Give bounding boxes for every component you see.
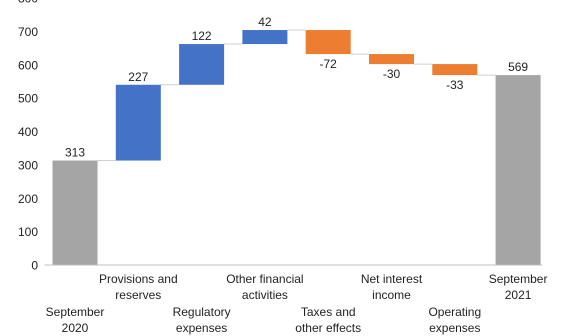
x-tick-label: Regulatory expenses	[173, 305, 231, 335]
bar-increase	[242, 30, 288, 45]
y-tick-label: 0	[31, 259, 38, 273]
y-tick-label: 300	[18, 158, 38, 172]
y-axis: 0 100 200 300 400 500 600 700 800	[18, 0, 38, 273]
x-tick-label: Net interest income	[361, 272, 423, 302]
value-labels: 313 227 122 42 -72 -30 -33 569	[65, 15, 528, 159]
y-tick-label: 800	[18, 0, 38, 6]
data-label: 569	[508, 60, 528, 74]
y-tick-label: 600	[18, 58, 38, 72]
x-tick-label: Provisions and reserves	[99, 272, 178, 302]
y-tick-label: 700	[18, 25, 38, 39]
bar-decrease	[432, 64, 478, 76]
data-label: 42	[258, 15, 272, 29]
x-tick-label: Operating expenses	[428, 305, 481, 335]
y-tick-label: 400	[18, 125, 38, 139]
y-tick-label: 200	[18, 192, 38, 206]
x-tick-label: Other financial activities	[226, 272, 303, 302]
bar-decrease	[369, 54, 414, 65]
bar-increase	[179, 44, 225, 85]
y-tick-label: 500	[18, 92, 38, 106]
bar-total	[52, 160, 98, 265]
x-tick-label: September 2020	[46, 305, 105, 335]
bar-decrease	[305, 30, 351, 55]
bar-total	[495, 75, 541, 265]
data-label: -30	[383, 67, 401, 81]
data-label: 122	[192, 29, 212, 43]
x-tick-label: Taxes and other effects	[295, 305, 361, 335]
data-label: -72	[320, 57, 338, 71]
x-tick-label: September 2021	[489, 272, 548, 302]
y-tick-label: 100	[18, 225, 38, 239]
bar-increase	[115, 84, 161, 161]
connector-lines	[97, 29, 496, 162]
data-label: 227	[128, 70, 148, 84]
data-label: -33	[446, 78, 464, 92]
bars	[52, 30, 541, 265]
data-label: 313	[65, 146, 85, 160]
